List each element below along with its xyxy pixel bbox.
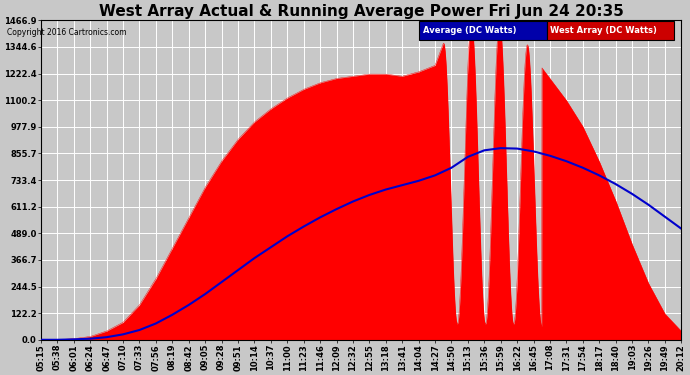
Text: Average (DC Watts): Average (DC Watts) <box>422 26 516 35</box>
Text: West Array (DC Watts): West Array (DC Watts) <box>550 26 657 35</box>
Title: West Array Actual & Running Average Power Fri Jun 24 20:35: West Array Actual & Running Average Powe… <box>99 4 624 19</box>
Text: Copyright 2016 Cartronics.com: Copyright 2016 Cartronics.com <box>7 28 126 37</box>
